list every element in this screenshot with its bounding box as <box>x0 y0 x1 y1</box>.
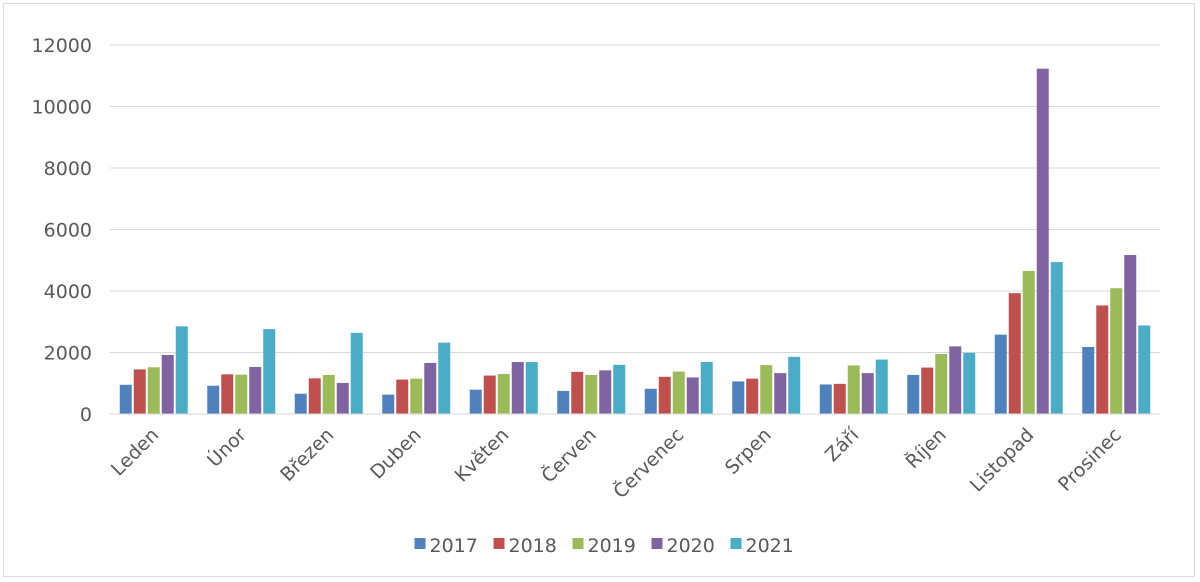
bar-2020-3 <box>424 362 437 414</box>
bar-2021-5 <box>613 364 626 414</box>
bar-2018-11 <box>1096 305 1109 414</box>
bar-2018-8 <box>833 383 846 414</box>
bar-2019-2 <box>322 374 335 414</box>
x-category-label: Září <box>821 423 864 466</box>
x-axis-category-labels: Leden Únor Březen Duben Květen Červen Červenec… <box>107 422 1126 503</box>
bar-2017-8 <box>819 384 832 414</box>
bar-2018-9 <box>921 367 934 414</box>
bar-2017-7 <box>732 381 745 414</box>
bar-2017-3 <box>382 394 395 414</box>
legend: 2017 2018 2019 2020 2021 <box>414 535 794 557</box>
bar-2017-0 <box>119 384 132 414</box>
bar-2019-3 <box>410 378 423 414</box>
legend-label: 2021 <box>746 535 794 557</box>
x-category-label: Prosinec <box>1054 424 1126 496</box>
bar-2021-2 <box>350 332 363 414</box>
y-tick-label: 6000 <box>44 220 92 242</box>
x-category-label: Listopad <box>966 424 1039 497</box>
y-tick-label: 0 <box>80 404 92 426</box>
bar-2019-1 <box>235 374 248 414</box>
bar-2018-10 <box>1008 293 1021 414</box>
bar-2017-5 <box>557 390 570 414</box>
bar-2021-3 <box>438 342 451 414</box>
bars <box>119 68 1151 415</box>
bar-2020-0 <box>161 354 174 414</box>
legend-label: 2019 <box>588 535 636 557</box>
bar-2017-6 <box>644 388 657 414</box>
bar-2021-4 <box>525 362 538 414</box>
bar-2018-5 <box>571 371 584 414</box>
legend-swatch <box>730 538 742 549</box>
bar-2021-9 <box>963 352 976 414</box>
bar-2018-2 <box>308 378 321 414</box>
legend-label: 2018 <box>509 535 557 557</box>
bar-2017-1 <box>207 385 220 414</box>
y-tick-label: 10000 <box>32 97 92 119</box>
y-tick-label: 4000 <box>44 281 92 303</box>
bar-2020-8 <box>861 373 874 414</box>
bar-2018-7 <box>746 378 759 414</box>
legend-label: 2017 <box>430 535 478 557</box>
bar-2019-9 <box>935 354 948 414</box>
bar-2021-6 <box>700 362 713 414</box>
bar-2019-6 <box>672 371 685 414</box>
bar-2019-4 <box>497 374 510 414</box>
bar-2019-7 <box>760 365 773 414</box>
bar-2017-4 <box>469 389 482 414</box>
bar-2018-3 <box>396 379 409 414</box>
bar-2020-2 <box>336 382 349 414</box>
bar-2018-1 <box>221 374 234 414</box>
x-category-label: Duben <box>366 424 426 484</box>
legend-swatch <box>414 538 426 549</box>
bar-2021-8 <box>875 359 888 414</box>
gridlines <box>110 44 1160 353</box>
bar-2019-5 <box>585 374 598 414</box>
bar-2018-6 <box>658 376 671 414</box>
bar-2020-10 <box>1036 68 1049 415</box>
bar-2017-2 <box>294 393 307 414</box>
x-category-label: Květen <box>451 424 514 487</box>
x-category-label: Říjen <box>901 423 951 473</box>
bar-2021-10 <box>1050 262 1063 414</box>
y-tick-label: 12000 <box>32 35 92 57</box>
bar-2017-10 <box>994 334 1007 414</box>
x-category-label: Únor <box>202 422 251 471</box>
bar-2019-10 <box>1022 271 1035 414</box>
legend-label: 2020 <box>667 535 715 557</box>
bar-2020-11 <box>1124 255 1137 414</box>
bar-2017-11 <box>1082 346 1095 414</box>
y-axis-tick-labels: 0 2000 4000 6000 8000 10000 12000 <box>32 35 92 426</box>
legend-swatch <box>572 538 584 549</box>
bar-2018-0 <box>133 369 146 414</box>
chart-frame <box>3 3 1195 577</box>
bar-2020-1 <box>249 366 262 414</box>
bar-2021-1 <box>263 329 276 414</box>
x-category-label: Březen <box>276 424 338 486</box>
bar-2018-4 <box>483 375 496 414</box>
bar-2021-11 <box>1138 325 1151 414</box>
bar-2019-8 <box>847 365 860 414</box>
bar-2021-0 <box>175 326 188 414</box>
y-tick-label: 8000 <box>44 158 92 180</box>
legend-swatch <box>493 538 505 549</box>
bar-2017-9 <box>907 374 920 414</box>
x-category-label: Červen <box>536 423 601 488</box>
bar-2020-5 <box>599 370 612 414</box>
legend-swatch <box>651 538 663 549</box>
bar-2021-7 <box>788 356 801 414</box>
bar-2020-7 <box>774 373 787 414</box>
y-tick-label: 2000 <box>44 343 92 365</box>
x-category-label: Leden <box>107 424 163 480</box>
bar-2020-6 <box>686 377 699 414</box>
x-category-label: Červenec <box>608 423 689 504</box>
x-category-label: Srpen <box>721 424 776 479</box>
bar-2019-0 <box>147 367 160 414</box>
bar-2019-11 <box>1110 288 1123 414</box>
bar-2020-9 <box>949 346 962 414</box>
bar-2020-4 <box>511 362 524 414</box>
